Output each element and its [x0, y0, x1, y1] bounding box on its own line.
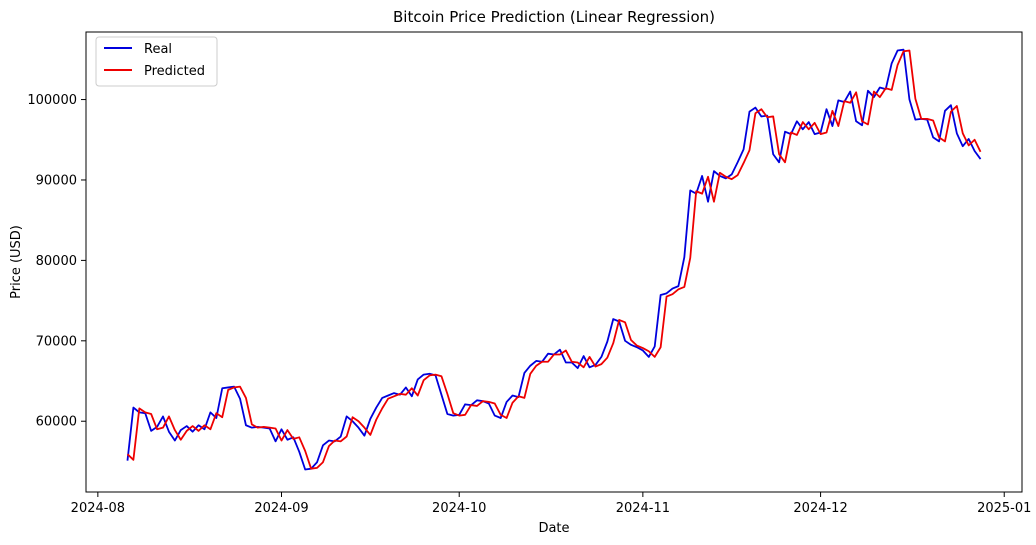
series-lines [126, 48, 982, 471]
legend-label-real: Real [144, 42, 172, 57]
x-tick-label: 2024-12 [793, 501, 847, 516]
y-tick-label: 80000 [36, 254, 77, 269]
x-axis-ticks: 2024-08 2024-09 2024-10 2024-11 2024-12 2025-… [71, 492, 1031, 516]
y-tick-label: 60000 [36, 415, 77, 430]
plot-frame [85, 31, 1023, 493]
y-tick-label: 70000 [36, 334, 77, 349]
y-tick-label: 90000 [36, 173, 77, 188]
y-axis-label: Price (USD) [9, 225, 24, 299]
chart-title: Bitcoin Price Prediction (Linear Regress… [393, 8, 715, 26]
series-line-predicted [126, 49, 982, 470]
series-line-real [126, 48, 982, 471]
legend: Real Predicted [95, 36, 218, 87]
x-tick-label: 2024-08 [71, 501, 125, 516]
x-tick-label: 2024-10 [432, 501, 486, 516]
x-tick-label: 2024-11 [616, 501, 670, 516]
x-tick-label: 2025-01 [977, 501, 1031, 516]
y-tick-label: 100000 [27, 93, 77, 108]
legend-label-predicted: Predicted [144, 64, 205, 79]
y-axis-ticks: 60000 70000 80000 90000 100000 [27, 93, 86, 430]
x-tick-label: 2024-09 [254, 501, 308, 516]
legend-box [95, 36, 218, 87]
x-axis-label: Date [538, 521, 569, 536]
